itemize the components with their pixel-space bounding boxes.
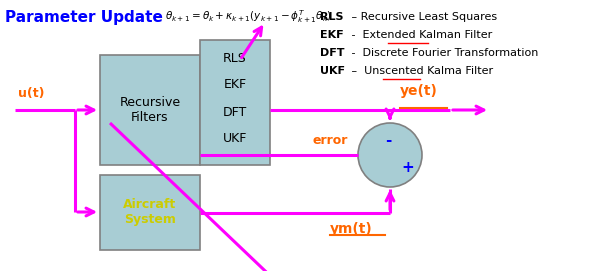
Text: error: error (313, 134, 348, 147)
Bar (200, 40, 270, 165)
Text: -  Extended Kalman Filter: - Extended Kalman Filter (348, 30, 492, 40)
Text: UKF: UKF (320, 66, 345, 76)
Bar (100, 175, 200, 250)
Text: Aircraft
System: Aircraft System (124, 198, 176, 227)
Text: DFT: DFT (223, 105, 247, 118)
Ellipse shape (358, 123, 422, 187)
Text: ym(t): ym(t) (330, 222, 373, 237)
Text: RLS: RLS (320, 12, 343, 22)
Bar (100, 55, 200, 165)
Text: -  Discrete Fourier Transformation: - Discrete Fourier Transformation (348, 48, 538, 58)
Text: -: - (385, 134, 391, 149)
Text: EKF: EKF (320, 30, 344, 40)
Text: +: + (401, 160, 415, 175)
Text: Recursive
Filters: Recursive Filters (119, 96, 181, 124)
Text: –  Unscented Kalma Filter: – Unscented Kalma Filter (348, 66, 493, 76)
Text: DFT: DFT (320, 48, 344, 58)
Text: UKF: UKF (223, 133, 247, 146)
Text: RLS: RLS (223, 51, 247, 64)
Text: u(t): u(t) (18, 87, 44, 100)
Text: EKF: EKF (223, 79, 247, 92)
Text: ye(t): ye(t) (400, 84, 438, 98)
Text: – Recursive Least Squares: – Recursive Least Squares (348, 12, 497, 22)
Text: $\theta_{k+1} = \theta_k + \kappa_{k+1}(y_{k+1} - \phi^T_{k+1}\theta_k)$: $\theta_{k+1} = \theta_k + \kappa_{k+1}(… (165, 8, 332, 25)
Text: Parameter Update: Parameter Update (5, 10, 163, 25)
